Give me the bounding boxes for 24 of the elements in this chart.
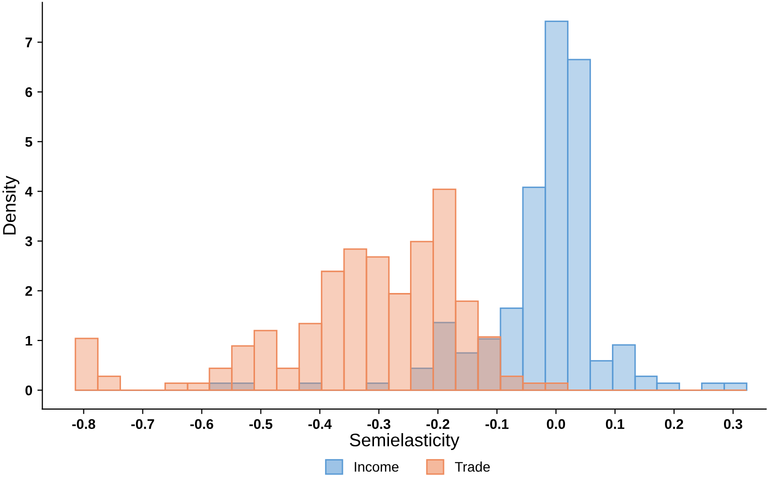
y-tick-label: 4: [25, 186, 33, 196]
y-tick-label: 1: [26, 336, 32, 346]
x-tick-label: -0.3: [367, 419, 390, 430]
legend-label: Income: [354, 462, 398, 472]
x-tick-label: -0.2: [426, 419, 450, 430]
y-tick-label: 6: [25, 87, 32, 98]
x-axis-title: Semielasticity: [350, 433, 460, 450]
y-tick-label: 5: [25, 137, 32, 147]
x-tick-label: 0.1: [606, 419, 624, 430]
y-tick-label: 0: [25, 386, 32, 396]
legend-label: Trade: [454, 462, 490, 472]
x-tick-label: 0.2: [664, 419, 684, 430]
x-tick-label: -0.6: [190, 419, 214, 430]
x-tick-label: -0.5: [249, 419, 272, 430]
x-tick-label: -0.1: [486, 419, 509, 430]
x-tick-label: 0.0: [546, 419, 566, 430]
y-tick-label: 7: [26, 38, 32, 48]
x-tick-label: -0.4: [308, 419, 332, 430]
x-tick-label: -0.8: [72, 419, 96, 430]
y-tick-label: 2: [25, 286, 32, 296]
x-tick-label: -0.7: [131, 419, 154, 430]
x-tick-label: 0.3: [724, 419, 742, 430]
y-tick-label: 3: [25, 236, 32, 246]
y-axis-title: Density: [2, 176, 20, 234]
